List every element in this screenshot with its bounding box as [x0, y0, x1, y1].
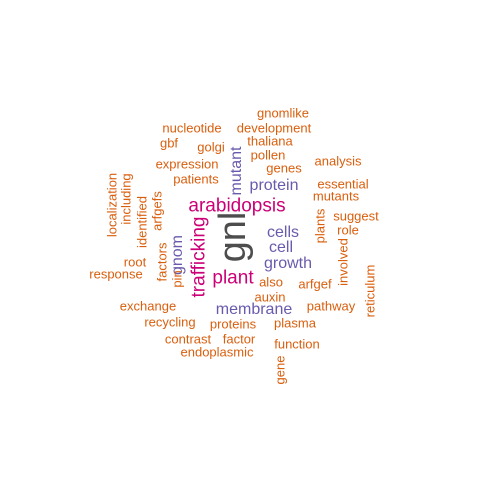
word-involved: involved [335, 238, 351, 286]
word-suggest: suggest [333, 208, 379, 224]
word-essential: essential [317, 176, 369, 192]
word-nucleotide: nucleotide [162, 120, 222, 136]
word-factor: factor [222, 331, 256, 347]
word-gnl: gnl [212, 211, 254, 263]
word-arfgefs: arfgefs [149, 191, 165, 231]
word-mutants: mutants [312, 188, 360, 204]
word-pin: pin [169, 270, 185, 288]
word-localization: localization [104, 172, 120, 238]
word-expression: expression [155, 156, 219, 172]
word-pollen: pollen [250, 147, 286, 163]
word-plants: plants [312, 208, 328, 244]
word-gnom: gnom [169, 234, 186, 276]
word-contrast: contrast [164, 331, 212, 347]
word-development: development [236, 120, 312, 136]
word-recycling: recycling [144, 314, 196, 330]
word-cells: cells [266, 224, 300, 241]
word-root: root [123, 254, 147, 270]
word-arfgef: arfgef [298, 276, 332, 292]
word-thaliana: thaliana [247, 133, 293, 149]
word-gnomlike: gnomlike [256, 105, 310, 121]
word-analysis: analysis [314, 153, 362, 169]
word-factors: factors [154, 242, 170, 282]
word-mutant: mutant [228, 146, 245, 196]
word-plasma: plasma [274, 315, 316, 331]
word-growth: growth [263, 255, 313, 272]
word-genes: genes [266, 160, 302, 176]
word-auxin: auxin [254, 289, 286, 305]
word-reticulum: reticulum [362, 264, 378, 318]
word-also: also [259, 274, 283, 290]
word-patients: patients [173, 171, 219, 187]
word-response: response [89, 266, 143, 282]
word-arabidopsis: arabidopsis [188, 195, 286, 217]
word-role: role [337, 222, 359, 238]
word-gbf: gbf [159, 135, 179, 151]
word-membrane: membrane [215, 301, 293, 318]
word-function: function [274, 336, 320, 352]
word-identified: identified [134, 195, 150, 249]
word-cell: cell [268, 239, 294, 256]
word-trafficking: trafficking [188, 216, 210, 298]
word-protein: protein [249, 177, 299, 194]
word-including: including [118, 173, 134, 225]
word-gene: gene [272, 355, 288, 385]
word-pathway: pathway [306, 298, 356, 314]
word-exchange: exchange [119, 298, 177, 314]
word-endoplasmic: endoplasmic [180, 344, 254, 360]
word-proteins: proteins [209, 316, 257, 332]
word-plant: plant [212, 267, 254, 289]
word-golgi: golgi [197, 139, 225, 155]
